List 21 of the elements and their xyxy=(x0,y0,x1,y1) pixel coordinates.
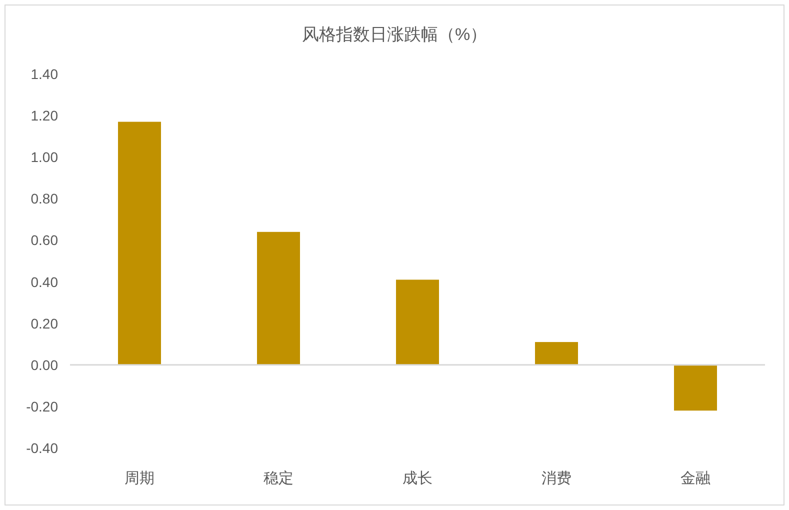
bar xyxy=(674,364,717,411)
y-tick-label: 1.00 xyxy=(30,149,58,166)
x-tick-label: 金融 xyxy=(680,470,710,487)
bar xyxy=(535,342,578,365)
bar xyxy=(396,280,439,365)
x-tick-label: 周期 xyxy=(124,470,154,487)
x-tick-label: 消费 xyxy=(542,470,572,487)
x-tick-label: 稳定 xyxy=(264,470,294,487)
bar xyxy=(118,122,161,365)
bar xyxy=(257,232,300,365)
y-tick-label: 1.40 xyxy=(30,66,58,82)
y-tick-label: -0.20 xyxy=(26,398,58,414)
y-tick-label: 0.80 xyxy=(30,190,58,207)
chart-title: 风格指数日涨跌幅（%） xyxy=(302,25,488,44)
y-tick-label: 1.20 xyxy=(30,108,58,124)
y-tick-label: 0.60 xyxy=(30,232,58,248)
x-tick-label: 成长 xyxy=(402,470,432,487)
y-tick-label: 0.20 xyxy=(30,315,58,332)
y-tick-label: 0.40 xyxy=(30,274,58,290)
y-tick-label: 0.00 xyxy=(30,356,58,373)
y-tick-label: -0.40 xyxy=(26,440,58,456)
